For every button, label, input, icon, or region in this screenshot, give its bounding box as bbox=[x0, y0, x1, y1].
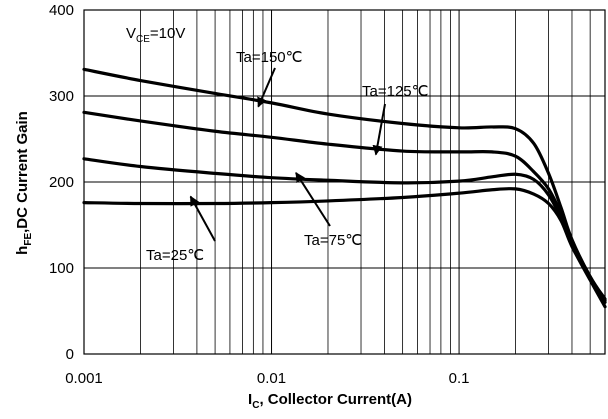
x-tick-label: 0.01 bbox=[257, 370, 286, 387]
series-line-3 bbox=[82, 187, 607, 309]
series-line-0 bbox=[82, 67, 607, 301]
series-layer bbox=[82, 67, 607, 309]
condition-label: VCE=10V bbox=[126, 25, 185, 45]
plot-frame bbox=[83, 9, 606, 355]
x-tick-label: 0.001 bbox=[65, 370, 103, 387]
y-tick-label: 400 bbox=[49, 2, 74, 19]
y-tick-label: 200 bbox=[49, 174, 74, 191]
annotation-label-2: Ta=75℃ bbox=[304, 232, 362, 249]
y-tick-label: 300 bbox=[49, 88, 74, 105]
annotation-arrow-3 bbox=[189, 195, 216, 242]
annotation-arrow-1 bbox=[372, 103, 386, 156]
series-line-1 bbox=[82, 110, 607, 303]
plot-border bbox=[83, 9, 606, 355]
x-axis-title: IC, Collector Current(A) bbox=[248, 391, 412, 411]
annotation-label-1: Ta=125℃ bbox=[362, 83, 428, 100]
annotation-label-3: Ta=25℃ bbox=[146, 247, 204, 264]
tick-label-layer: 0 100 200 300 400 0.001 0.01 0.1 bbox=[49, 2, 470, 387]
annotation-arrow-0 bbox=[257, 67, 276, 108]
y-tick-label: 0 bbox=[66, 346, 74, 363]
y-axis-title: hFE,DC Current Gain bbox=[14, 111, 34, 255]
annotation-layer: Ta=150℃ Ta=125℃ Ta=75℃ Ta=25℃ bbox=[146, 49, 428, 264]
annotation-arrow-2 bbox=[295, 171, 331, 227]
x-tick-label: 0.1 bbox=[449, 370, 470, 387]
y-tick-label: 100 bbox=[49, 260, 74, 277]
annotation-label-0: Ta=150℃ bbox=[236, 49, 302, 66]
series-line-2 bbox=[82, 157, 607, 304]
